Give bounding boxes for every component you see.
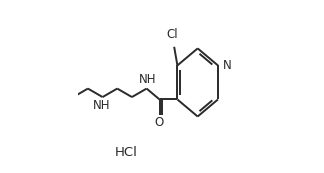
Text: Cl: Cl	[167, 28, 178, 41]
Text: O: O	[155, 116, 164, 129]
Text: NH: NH	[139, 73, 156, 86]
Text: HCl: HCl	[115, 147, 138, 160]
Text: NH: NH	[93, 99, 110, 112]
Text: N: N	[223, 59, 232, 72]
